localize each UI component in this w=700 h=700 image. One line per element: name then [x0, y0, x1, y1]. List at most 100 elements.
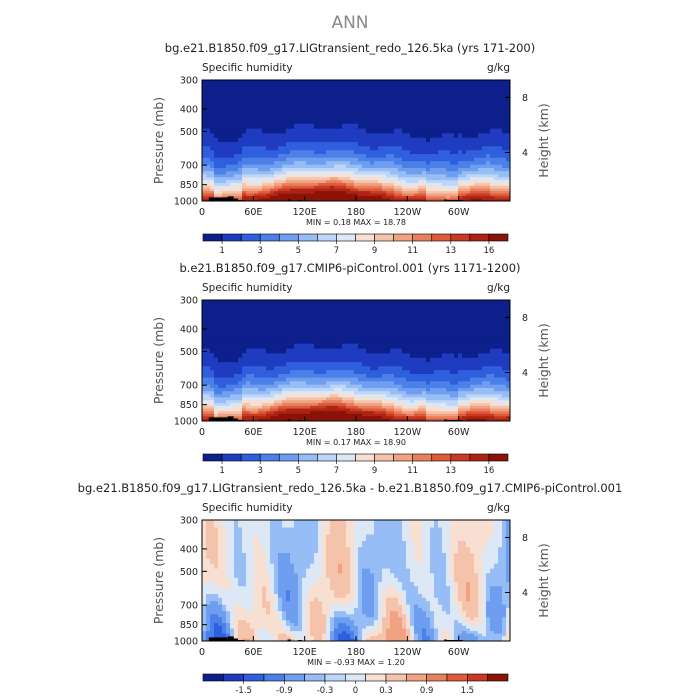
contour-cell: [482, 142, 487, 147]
contour-cell: [402, 397, 407, 401]
contour-cell: [482, 123, 487, 130]
contour-cell: [458, 338, 463, 345]
contour-cell: [426, 113, 431, 119]
contour-cell: [322, 188, 327, 192]
contour-cell: [506, 387, 511, 392]
contour-cell: [490, 150, 495, 155]
contour-cell: [218, 333, 223, 339]
contour-cell: [402, 348, 407, 354]
contour-cell: [434, 353, 439, 359]
contour-cell: [218, 366, 223, 371]
contour-cell: [262, 327, 267, 334]
contour-cell: [450, 394, 455, 398]
contour-cell: [206, 101, 211, 108]
contour-cell: [362, 171, 367, 175]
contour-cell: [366, 80, 371, 88]
contour-cell: [338, 137, 343, 143]
contour-cell: [422, 370, 427, 375]
contour-cell: [226, 87, 231, 95]
contour-cell: [390, 307, 395, 315]
contour-cell: [238, 534, 243, 542]
contour-cell: [342, 133, 347, 139]
contour-cell: [458, 384, 463, 389]
contour-cell: [394, 307, 399, 315]
contour-cell: [450, 338, 455, 345]
contour-cell: [262, 196, 267, 200]
contour-cell: [354, 188, 359, 192]
contour-cell: [454, 384, 459, 389]
contour-cell: [278, 381, 283, 386]
contour-cell: [486, 157, 491, 162]
contour-cell: [462, 366, 467, 371]
contour-cell: [222, 391, 227, 395]
contour-cell: [430, 87, 435, 95]
contour-cell: [454, 370, 459, 375]
contour-cell: [330, 348, 335, 354]
contour-cell: [314, 193, 319, 197]
contour-cell: [394, 366, 399, 371]
contour-cell: [378, 180, 383, 184]
contour-cell: [234, 343, 239, 350]
contour-cell: [214, 177, 219, 181]
contour-cell: [234, 362, 239, 367]
contour-cell: [294, 400, 299, 404]
contour-cell: [302, 333, 307, 339]
contour-cell: [398, 327, 403, 334]
contour-cell: [478, 307, 483, 315]
contour-cell: [242, 397, 247, 401]
contour-cell: [278, 193, 283, 197]
contour-cell: [366, 374, 371, 379]
contour-cell: [298, 387, 303, 392]
contour-cell: [238, 384, 243, 389]
contour-cell: [470, 333, 475, 339]
contour-cell: [506, 193, 511, 197]
contour-cell: [386, 370, 391, 375]
contour-cell: [282, 333, 287, 339]
contour-cell: [418, 133, 423, 139]
contour-cell: [278, 400, 283, 404]
colorbar-label: 7: [334, 246, 339, 256]
contour-cell: [262, 321, 267, 328]
contour-cell: [474, 128, 479, 134]
contour-cell: [326, 314, 331, 322]
contour-cell: [314, 123, 319, 130]
contour-cell: [378, 107, 383, 114]
contour-cell: [490, 314, 495, 322]
contour-cell: [350, 374, 355, 379]
contour-cell: [242, 183, 247, 187]
contour-cell: [454, 403, 459, 407]
contour-cell: [246, 357, 251, 363]
contour-cell: [374, 123, 379, 130]
contour-cell: [326, 157, 331, 162]
contour-cell: [222, 527, 227, 535]
contour-cell: [214, 188, 219, 192]
contour-cell: [374, 374, 379, 379]
contour-cell: [214, 333, 219, 339]
contour-cell: [286, 180, 291, 184]
contour-cell: [366, 418, 371, 422]
contour-cell: [430, 357, 435, 363]
contour-cell: [346, 300, 351, 308]
contour-cell: [430, 94, 435, 102]
contour-cell: [502, 374, 507, 379]
contour-cell: [426, 394, 431, 398]
contour-cell: [406, 416, 411, 420]
contour-cell: [310, 87, 315, 95]
contour-cell: [438, 142, 443, 147]
contour-cell: [482, 362, 487, 367]
contour-cell: [398, 321, 403, 328]
contour-cell: [210, 150, 215, 155]
contour-cell: [310, 384, 315, 389]
colorbar-swatch: [221, 233, 242, 242]
contour-cell: [414, 357, 419, 363]
contour-cell: [354, 387, 359, 392]
contour-cell: [278, 413, 283, 417]
contour-cell: [286, 370, 291, 375]
contour-cell: [450, 137, 455, 143]
contour-cell: [434, 191, 439, 195]
contour-cell: [458, 413, 463, 417]
contour-cell: [378, 198, 383, 202]
contour-cell: [502, 185, 507, 189]
contour-cell: [358, 321, 363, 328]
contour-cell: [314, 403, 319, 407]
